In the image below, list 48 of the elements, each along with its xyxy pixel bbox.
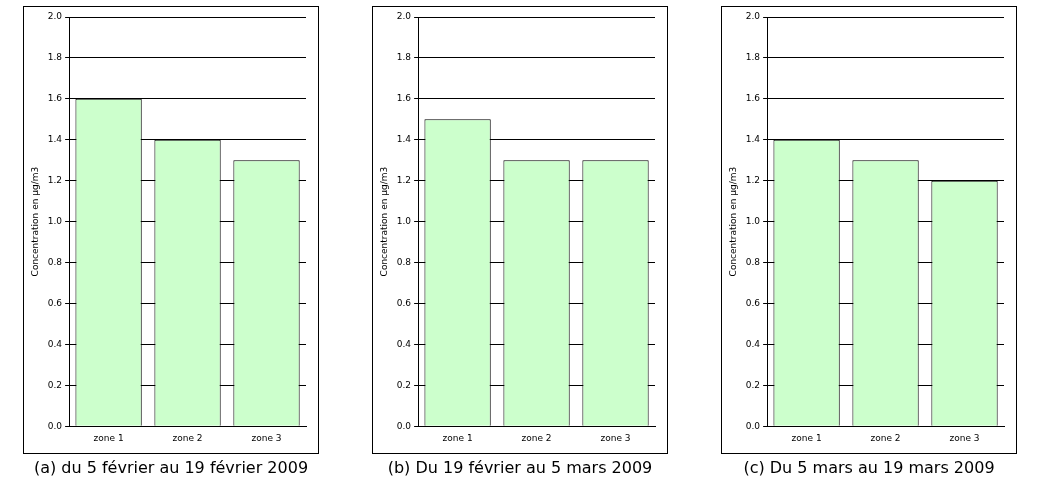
y-tick-label: 0.0: [47, 420, 63, 431]
y-axis-title: Concentration en µg/m3: [29, 166, 40, 277]
text: (b) Du 19 février au 5 mars 2009: [387, 458, 653, 477]
x-tick-label: zone 3: [600, 432, 631, 443]
y-tick-label: 1.8: [47, 52, 63, 63]
text: (c) Du 5 mars au 19 mars 2009: [743, 458, 995, 477]
y-tick-label: 1.6: [47, 93, 63, 104]
y-tick-label: 0.0: [396, 420, 412, 431]
y-tick-label: 0.8: [745, 256, 761, 267]
y-tick-label: 0.4: [47, 338, 63, 349]
y-tick-label: 1.0: [47, 215, 63, 226]
y-tick-label: 0.4: [745, 338, 761, 349]
y-tick-label: 1.6: [396, 93, 412, 104]
y-tick-label: 1.2: [47, 175, 63, 186]
y-tick-label: 1.4: [47, 134, 63, 145]
y-tick-label: 0.4: [396, 338, 412, 349]
y-tick-label: 0.6: [396, 297, 412, 308]
y-tick-label: 1.6: [745, 93, 761, 104]
x-tick-label: zone 2: [870, 432, 901, 443]
y-tick-label: 0.2: [47, 379, 63, 390]
x-tick-label: zone 1: [442, 432, 473, 443]
x-tick-label: zone 1: [791, 432, 822, 443]
x-tick-label: zone 1: [93, 432, 124, 443]
x-tick-label: zone 2: [172, 432, 203, 443]
y-tick-label: 0.6: [745, 297, 761, 308]
y-tick-label: 0.2: [396, 379, 412, 390]
y-tick-label: 0.8: [47, 256, 63, 267]
y-tick-label: 0.0: [745, 420, 761, 431]
x-tick-label: zone 2: [521, 432, 552, 443]
y-tick-label: 1.4: [396, 134, 412, 145]
y-tick-label: 1.2: [745, 175, 761, 186]
y-tick-label: 1.8: [745, 52, 761, 63]
y-tick-label: 2.0: [396, 11, 412, 22]
y-tick-label: 0.8: [396, 256, 412, 267]
y-tick-label: 1.8: [396, 52, 412, 63]
y-tick-label: 0.2: [745, 379, 761, 390]
y-tick-label: 1.2: [396, 175, 412, 186]
y-axis-title: Concentration en µg/m3: [727, 166, 738, 277]
text: (a) du 5 février au 19 février 2009: [33, 458, 309, 477]
y-tick-label: 2.0: [47, 11, 63, 22]
x-tick-label: zone 3: [949, 432, 980, 443]
y-axis-title: Concentration en µg/m3: [378, 166, 389, 277]
y-tick-label: 1.0: [396, 215, 412, 226]
y-tick-label: 1.4: [745, 134, 761, 145]
y-tick-label: 2.0: [745, 11, 761, 22]
y-tick-label: 1.0: [745, 215, 761, 226]
x-tick-label: zone 3: [251, 432, 282, 443]
y-tick-label: 0.6: [47, 297, 63, 308]
